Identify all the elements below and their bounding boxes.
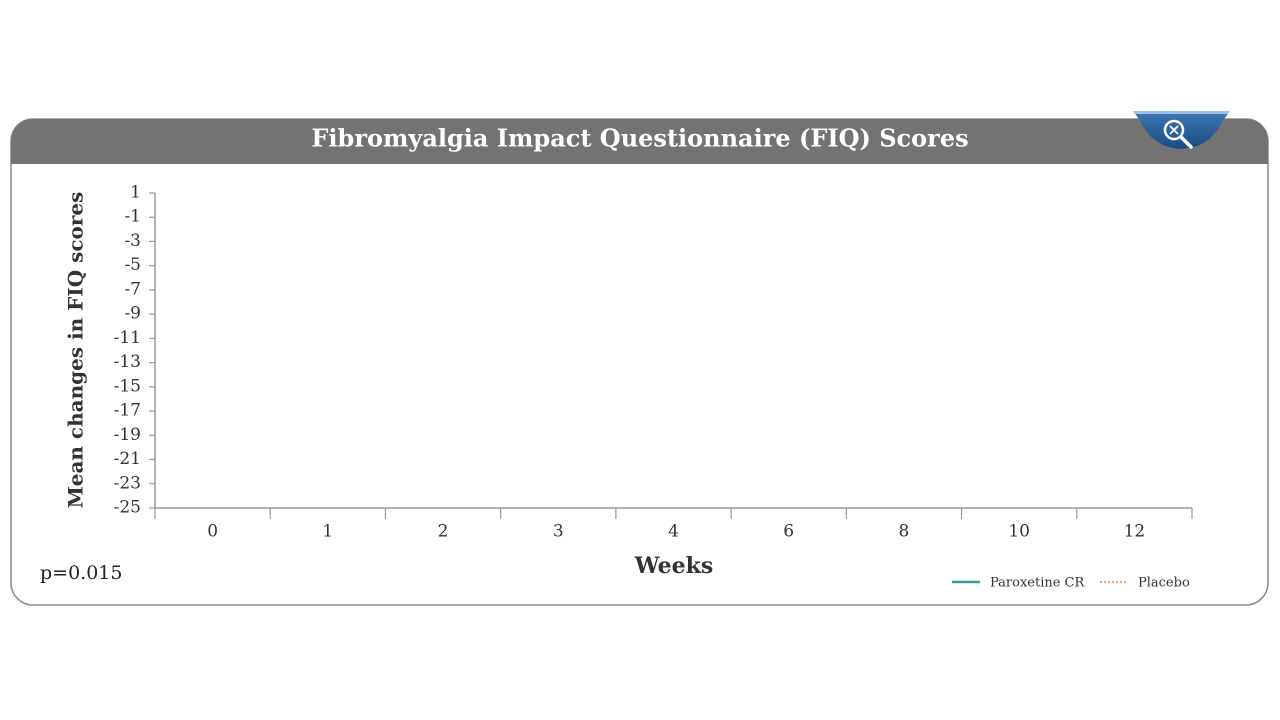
y-tick-label: -9 [124,304,141,324]
zoom-badge[interactable] [1133,111,1230,149]
y-tick-label: -11 [114,328,141,348]
p-value-note: p=0.015 [40,562,122,584]
x-tick-label: 10 [1008,522,1030,542]
y-axis-label: Mean changes in FIQ scores [64,192,88,509]
panel [10,118,1269,606]
chart-title: Fibromyalgia Impact Questionnaire (FIQ) … [311,124,968,153]
legend-label: Placebo [1138,576,1190,591]
zoom-icon-handle [1179,135,1193,149]
y-tick-label: -23 [114,473,141,493]
header-bar [11,119,1268,164]
x-tick-label: 0 [207,522,218,542]
x-axis-label: Weeks [634,553,714,579]
legend-label: Paroxetine CR [990,576,1086,591]
y-tick-label: -17 [114,401,141,421]
y-tick-label: -5 [124,255,141,275]
x-tick-label: 3 [553,522,564,542]
zoom-icon [1163,119,1185,141]
x-tick-label: 6 [783,522,794,542]
zoom-badge-rim [1133,111,1230,114]
zoom-button[interactable] [1133,111,1230,149]
y-tick-label: -15 [114,376,141,396]
y-tick-label: -13 [114,352,141,372]
x-tick-label: 4 [668,522,679,542]
zoom-icon-x [1169,125,1179,135]
x-tick-label: 8 [899,522,910,542]
y-tick-label: -7 [124,279,141,299]
x-tick-label: 2 [438,522,449,542]
y-tick-label: -1 [124,207,141,227]
x-tick-label: 12 [1124,522,1146,542]
y-tick-label: -19 [114,425,141,445]
panel-border [10,118,1269,606]
y-tick-label: 1 [130,183,141,203]
y-tick-label: -21 [114,449,141,469]
y-tick-label: -3 [124,231,141,251]
y-tick-label: -25 [114,498,141,518]
x-tick-label: 1 [322,522,333,542]
